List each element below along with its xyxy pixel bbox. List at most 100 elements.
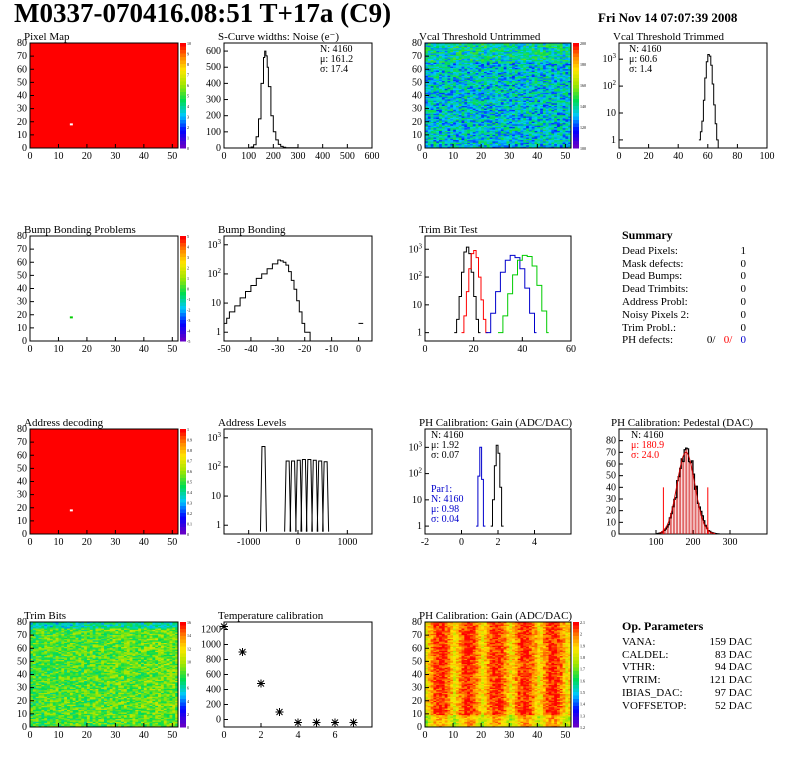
palette-step bbox=[573, 75, 579, 79]
y-tick-label: 103 bbox=[409, 440, 423, 453]
palette-step bbox=[180, 310, 186, 314]
x-tick-label: 0 bbox=[459, 537, 464, 548]
palette-step bbox=[573, 57, 579, 61]
palette-step bbox=[180, 240, 186, 244]
x-tick-label: 1000 bbox=[337, 537, 357, 548]
heatmap-fill bbox=[30, 429, 178, 534]
palette-step bbox=[180, 43, 186, 47]
palette-step bbox=[180, 503, 186, 507]
palette-step bbox=[180, 313, 186, 317]
palette-step bbox=[180, 499, 186, 503]
palette-step bbox=[180, 271, 186, 275]
palette-step bbox=[573, 145, 579, 149]
y-tick-label: 60 bbox=[17, 257, 27, 268]
y-tick-label: 1 bbox=[216, 327, 221, 338]
palette-tick-label: 0.3 bbox=[187, 501, 192, 506]
chart-title: Bump Bonding Problems bbox=[24, 224, 136, 236]
x-tick-label: 0 bbox=[28, 151, 33, 162]
palette-step bbox=[180, 475, 186, 479]
chart-vcal-untrimmed: Vcal Threshold Untrimmed2001801601401201… bbox=[412, 31, 586, 162]
x-tick-label: 50 bbox=[167, 344, 177, 355]
palette-step bbox=[180, 236, 186, 240]
palette-tick-label: 0 bbox=[187, 146, 189, 151]
x-tick-label: 0 bbox=[617, 151, 622, 162]
palette-step bbox=[180, 296, 186, 300]
y-tick-label: 40 bbox=[412, 91, 422, 102]
x-tick-label: 40 bbox=[673, 151, 683, 162]
y-tick-label: 70 bbox=[606, 447, 616, 458]
palette-tick-label: 0.5 bbox=[187, 480, 192, 485]
palette-step bbox=[180, 50, 186, 54]
y-tick-label: 60 bbox=[17, 450, 27, 461]
palette-step bbox=[180, 292, 186, 296]
palette-tick-label: 2 bbox=[187, 266, 189, 271]
y-tick-label: 103 bbox=[208, 238, 222, 251]
x-tick-label: -20 bbox=[298, 344, 311, 355]
palette-tick-label: 120 bbox=[580, 125, 586, 130]
heatmap-marked-pixel bbox=[70, 316, 73, 318]
y-tick-label: 1 bbox=[417, 328, 422, 339]
chart-bump-bonding: Bump Bonding-50 -40 -30 -20 -10 0110102103 bbox=[208, 224, 373, 355]
palette-tick-label: 0.6 bbox=[187, 469, 192, 474]
y-tick-label: 10 bbox=[412, 300, 422, 311]
x-tick-label: 300 bbox=[723, 537, 738, 548]
y-tick-label: 80 bbox=[17, 424, 27, 435]
palette-step bbox=[573, 61, 579, 65]
x-tick-label: 10 bbox=[53, 537, 63, 548]
palette-step bbox=[573, 89, 579, 93]
y-tick-label: 80 bbox=[412, 38, 422, 49]
heatmap-marked-pixel bbox=[70, 509, 73, 511]
y-tick-label: 50 bbox=[606, 471, 616, 482]
palette-tick-label: 160 bbox=[580, 83, 586, 88]
x-tick-label: 100 bbox=[760, 151, 775, 162]
palette-step bbox=[180, 110, 186, 114]
stat-line: σ: 17.4 bbox=[320, 64, 348, 75]
palette-step bbox=[573, 43, 579, 47]
palette-step bbox=[573, 138, 579, 142]
heatmap-cells bbox=[425, 43, 571, 148]
y-tick-label: 20 bbox=[17, 503, 27, 514]
x-tick-label: 10 bbox=[53, 344, 63, 355]
x-tick-label: 0 bbox=[222, 151, 227, 162]
x-tick-label: 0 bbox=[28, 537, 33, 548]
y-tick-label: 0 bbox=[417, 143, 422, 154]
palette-step bbox=[180, 127, 186, 131]
palette-step bbox=[573, 85, 579, 89]
y-tick-label: 50 bbox=[17, 463, 27, 474]
palette-step bbox=[180, 520, 186, 524]
palette-tick-label: -3 bbox=[187, 318, 190, 323]
palette-tick-label: -2 bbox=[187, 308, 190, 313]
x-tick-label: 50 bbox=[560, 151, 570, 162]
x-tick-label: -50 bbox=[217, 344, 230, 355]
palette-tick-label: 0 bbox=[187, 287, 189, 292]
palette-step bbox=[180, 92, 186, 96]
x-tick-label: 0 bbox=[296, 537, 301, 548]
histogram-series bbox=[224, 260, 315, 341]
x-tick-label: 60 bbox=[703, 151, 713, 162]
palette-step bbox=[180, 145, 186, 149]
y-tick-label: 20 bbox=[17, 117, 27, 128]
palette-step bbox=[180, 89, 186, 93]
y-tick-label: 0 bbox=[611, 529, 616, 540]
palette-step bbox=[180, 82, 186, 86]
palette-step bbox=[180, 78, 186, 82]
y-tick-label: 10 bbox=[17, 516, 27, 527]
chart-ph-pedestal: PH Calibration: Pedestal (DAC)100 200 3000… bbox=[606, 417, 767, 548]
palette-step bbox=[180, 289, 186, 293]
x-tick-label: 40 bbox=[532, 151, 542, 162]
palette-step bbox=[180, 71, 186, 75]
palette-step bbox=[573, 54, 579, 58]
palette-tick-label: -1 bbox=[187, 297, 190, 302]
palette-step bbox=[180, 299, 186, 303]
y-tick-label: 60 bbox=[412, 64, 422, 75]
palette-tick-label: 8 bbox=[187, 62, 189, 67]
y-tick-label: 30 bbox=[17, 490, 27, 501]
palette-step bbox=[573, 71, 579, 75]
palette-step bbox=[180, 464, 186, 468]
y-tick-label: 40 bbox=[606, 482, 616, 493]
y-tick-label: 10 bbox=[412, 495, 422, 506]
x-tick-label: 0 bbox=[423, 344, 428, 355]
y-tick-label: 80 bbox=[17, 38, 27, 49]
y-tick-label: 20 bbox=[412, 117, 422, 128]
